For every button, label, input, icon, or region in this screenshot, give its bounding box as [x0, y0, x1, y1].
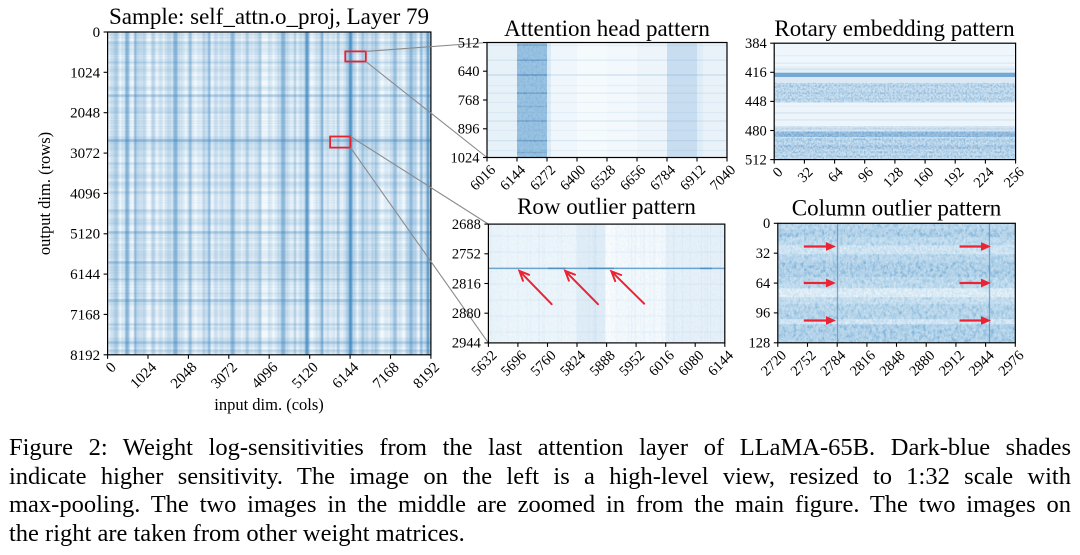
svg-text:0: 0 — [763, 216, 770, 232]
svg-text:640: 640 — [458, 64, 480, 80]
svg-text:224: 224 — [971, 164, 998, 191]
svg-text:6144: 6144 — [330, 359, 363, 392]
svg-text:6528: 6528 — [587, 162, 619, 194]
svg-text:Column outlier pattern: Column outlier pattern — [792, 196, 1002, 221]
svg-text:5120: 5120 — [70, 227, 100, 243]
svg-text:5888: 5888 — [587, 348, 619, 380]
svg-text:7168: 7168 — [70, 307, 100, 323]
svg-text:2976: 2976 — [996, 348, 1028, 380]
svg-text:6784: 6784 — [647, 162, 679, 194]
svg-text:0: 0 — [103, 360, 120, 377]
svg-text:6144: 6144 — [497, 162, 529, 194]
svg-text:160: 160 — [911, 164, 938, 191]
svg-text:Row outlier pattern: Row outlier pattern — [517, 194, 696, 219]
svg-text:5760: 5760 — [528, 348, 560, 380]
svg-text:6080: 6080 — [676, 348, 708, 380]
svg-text:2720: 2720 — [758, 348, 790, 380]
svg-text:64: 64 — [756, 276, 771, 292]
svg-text:2816: 2816 — [847, 348, 879, 380]
svg-text:64: 64 — [825, 164, 847, 186]
svg-text:input dim. (cols): input dim. (cols) — [214, 395, 324, 414]
svg-text:2688: 2688 — [452, 217, 481, 233]
svg-text:2816: 2816 — [452, 276, 481, 292]
svg-text:6400: 6400 — [557, 162, 589, 194]
svg-text:96: 96 — [756, 306, 771, 322]
svg-text:6912: 6912 — [677, 162, 709, 194]
svg-text:2880: 2880 — [906, 348, 938, 380]
svg-text:3072: 3072 — [208, 360, 241, 393]
svg-text:8192: 8192 — [410, 360, 443, 393]
svg-text:128: 128 — [880, 164, 907, 191]
svg-text:6144: 6144 — [705, 347, 737, 379]
svg-text:2752: 2752 — [452, 247, 481, 263]
svg-text:5120: 5120 — [289, 360, 322, 393]
svg-text:0: 0 — [770, 164, 786, 180]
svg-text:896: 896 — [458, 122, 480, 138]
svg-text:448: 448 — [745, 94, 767, 110]
svg-text:384: 384 — [745, 36, 768, 52]
svg-text:7040: 7040 — [707, 162, 739, 194]
svg-text:256: 256 — [1001, 164, 1028, 191]
svg-text:2848: 2848 — [877, 348, 909, 380]
svg-text:Attention head pattern: Attention head pattern — [504, 16, 710, 41]
svg-text:2784: 2784 — [817, 347, 849, 379]
svg-text:Rotary embedding pattern: Rotary embedding pattern — [774, 16, 1015, 41]
svg-text:8192: 8192 — [70, 348, 100, 364]
svg-text:2912: 2912 — [936, 348, 968, 380]
svg-text:32: 32 — [756, 246, 771, 262]
svg-text:768: 768 — [458, 93, 480, 109]
svg-text:2048: 2048 — [70, 106, 100, 122]
svg-text:6144: 6144 — [70, 267, 101, 283]
svg-text:3072: 3072 — [70, 146, 100, 162]
svg-text:128: 128 — [749, 336, 771, 352]
svg-text:5696: 5696 — [498, 348, 530, 380]
svg-text:192: 192 — [941, 164, 968, 191]
svg-text:5952: 5952 — [616, 348, 648, 380]
svg-text:1024: 1024 — [70, 65, 101, 81]
svg-text:6016: 6016 — [467, 162, 499, 194]
svg-text:32: 32 — [795, 164, 817, 186]
svg-text:416: 416 — [745, 65, 767, 81]
svg-text:5824: 5824 — [557, 347, 589, 379]
svg-text:96: 96 — [855, 164, 877, 186]
svg-text:512: 512 — [745, 152, 767, 168]
svg-text:480: 480 — [745, 123, 767, 139]
svg-text:6656: 6656 — [617, 162, 649, 194]
svg-text:512: 512 — [458, 35, 480, 51]
svg-text:Sample: self_attn.o_proj, Laye: Sample: self_attn.o_proj, Layer 79 — [109, 4, 429, 29]
svg-text:4096: 4096 — [70, 186, 101, 202]
svg-text:2880: 2880 — [452, 306, 481, 322]
svg-text:5632: 5632 — [469, 348, 501, 380]
svg-text:1024: 1024 — [128, 359, 161, 392]
svg-text:2944: 2944 — [966, 347, 998, 379]
svg-text:output dim. (rows): output dim. (rows) — [35, 132, 54, 255]
svg-text:1024: 1024 — [451, 150, 481, 166]
svg-text:0: 0 — [93, 25, 101, 41]
svg-text:2048: 2048 — [168, 360, 201, 393]
svg-text:7168: 7168 — [370, 360, 403, 393]
svg-text:6272: 6272 — [527, 162, 559, 194]
svg-text:2752: 2752 — [788, 348, 820, 380]
svg-text:6016: 6016 — [646, 348, 678, 380]
svg-text:4096: 4096 — [249, 359, 282, 392]
svg-text:2944: 2944 — [452, 336, 482, 352]
